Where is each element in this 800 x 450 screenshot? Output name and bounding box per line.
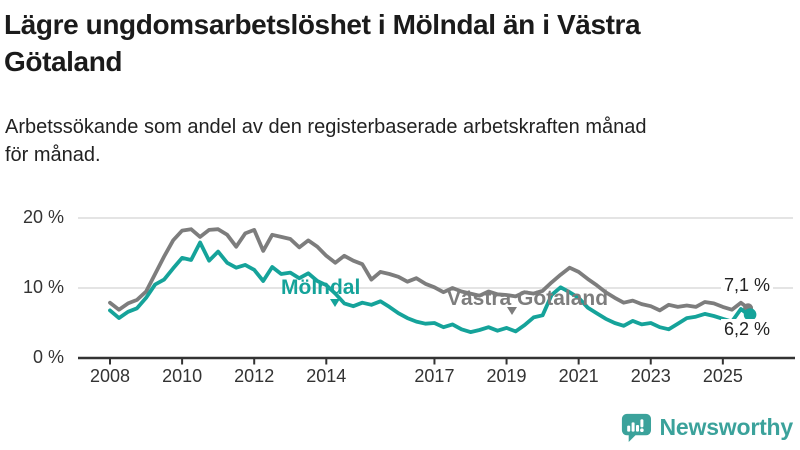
title-line-1: Lägre ungdomsarbetslöshet i Mölndal än i…	[4, 9, 641, 40]
title-line-2: Götaland	[4, 46, 123, 77]
newsworthy-logo-text: Newsworthy	[659, 414, 794, 440]
x-axis-label: 2017	[414, 366, 455, 386]
x-axis-label: 2012	[234, 366, 275, 386]
x-axis-label: 2019	[486, 366, 527, 386]
y-axis-label: 20 %	[22, 207, 64, 227]
x-axis-label: 2014	[306, 366, 347, 386]
end-value-vastra-gotaland: 7,1 %	[721, 275, 774, 296]
y-axis-label: 10 %	[22, 277, 64, 297]
x-axis-label: 2008	[89, 366, 131, 386]
line-molndal	[108, 240, 750, 335]
y-axis-label: 0 %	[32, 347, 64, 367]
subtitle-line-1: Arbetssökande som andel av den registerb…	[5, 116, 647, 138]
end-dot-molndal	[743, 308, 757, 321]
end-value-molndal: 6,2 %	[721, 319, 774, 340]
newsworthy-logo: Newsworthy	[619, 411, 793, 444]
subtitle-line-2: för månad.	[5, 144, 101, 166]
line-vastra-gotaland	[108, 227, 750, 313]
page-subtitle: Arbetssökande som andel av den registerb…	[5, 113, 647, 169]
newsworthy-bubble-chart-icon	[621, 413, 651, 443]
x-axis-label: 2025	[702, 366, 743, 386]
x-axis-label: 2010	[162, 366, 203, 386]
molndal-arrow-down-icon	[330, 299, 340, 307]
page-title: Lägre ungdomsarbetslöshet i Mölndal än i…	[4, 6, 641, 80]
x-axis-label: 2021	[558, 366, 599, 386]
vastra-gotaland-arrow-down-icon	[507, 307, 517, 315]
series-label-molndal: Mölndal	[281, 276, 361, 299]
series-label-vastra-gotaland: Västra Götaland	[447, 287, 609, 310]
x-axis-label: 2023	[630, 366, 671, 386]
